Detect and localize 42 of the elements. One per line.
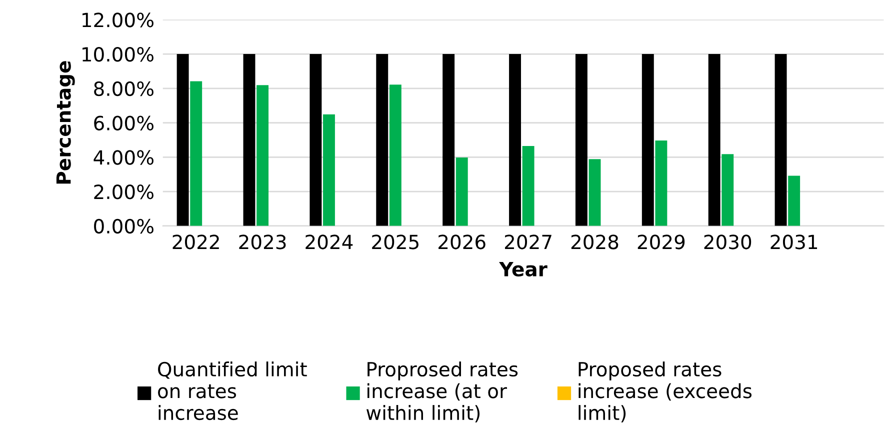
y-tick-label: 4.00% <box>94 150 154 165</box>
bar <box>456 158 468 226</box>
x-tick-label: 2029 <box>638 234 685 250</box>
x-tick-label: 2027 <box>504 234 552 250</box>
bar <box>722 154 734 226</box>
x-tick-label: 2022 <box>172 234 219 250</box>
y-tick-label: 2.00% <box>94 184 154 200</box>
bar <box>256 85 269 226</box>
bar <box>243 54 256 226</box>
bar <box>774 54 787 226</box>
y-tick-label: 12.00% <box>82 12 154 28</box>
bar <box>522 146 534 226</box>
x-tick-label: 2025 <box>372 234 418 250</box>
bar <box>642 54 654 226</box>
bar <box>190 81 202 226</box>
bar <box>655 140 668 226</box>
bar <box>442 54 455 226</box>
bar <box>176 54 189 226</box>
bar <box>788 176 800 226</box>
bar <box>389 84 402 226</box>
bar <box>322 114 335 226</box>
x-tick-label: 2023 <box>239 234 286 250</box>
y-tick-label: 6.00% <box>94 116 154 130</box>
y-tick-label: 8.00% <box>94 81 154 96</box>
x-tick-label: 2024 <box>306 234 353 250</box>
bar <box>376 54 388 226</box>
x-axis-title: Year <box>499 262 548 276</box>
y-axis-title: Percentage <box>56 61 75 184</box>
x-tick-label: 2030 <box>704 234 752 250</box>
bar <box>310 54 322 226</box>
legend-label: Proposed rates increase (exceeds limit) <box>578 362 752 422</box>
bar <box>588 159 601 226</box>
bar <box>708 54 720 226</box>
legend-label: Proprosed rates increase (at or within limit) <box>366 362 518 422</box>
bar <box>575 54 588 226</box>
x-tick-label: 2031 <box>770 234 818 250</box>
bar <box>509 54 521 226</box>
x-tick-label: 2026 <box>438 234 486 250</box>
y-tick-label: 0.00% <box>94 218 154 234</box>
y-tick-label: 10.00% <box>82 47 154 62</box>
x-tick-label: 2028 <box>571 234 618 250</box>
legend-label: Quantified limit on rates increase <box>158 362 307 420</box>
